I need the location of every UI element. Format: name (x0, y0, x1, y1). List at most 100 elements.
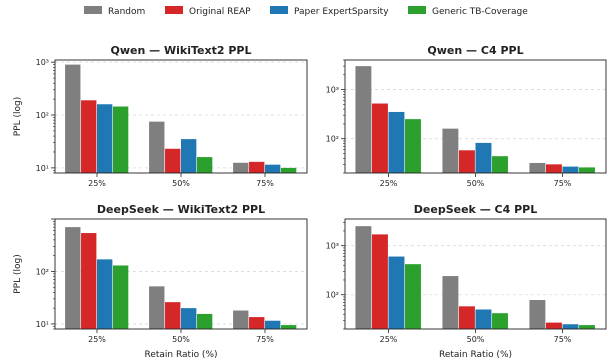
bar-random-25 (355, 226, 372, 329)
y-axis-label: PPL (log) (13, 97, 23, 136)
bar-original-reap-25 (371, 103, 388, 173)
x-tick-label: 50% (467, 335, 485, 344)
bar-paper-expertsparsity-75 (562, 166, 579, 173)
legend-swatch-original-reap (165, 6, 183, 14)
legend-entry-random: Random (84, 6, 145, 17)
bar-generic-tb-coverage-75 (280, 167, 297, 173)
x-tick-label: 75% (554, 179, 572, 188)
x-tick-label: 50% (172, 179, 190, 188)
legend-entry-original-reap: Original REAP (165, 6, 251, 17)
bar-generic-tb-coverage-25 (112, 106, 129, 173)
bar-original-reap-50 (458, 306, 475, 329)
panel-qwen-wikitext2-ppl: Qwen — WikiText2 PPL 10¹ 10² 10³ 25% 50% 75% PP… (13, 44, 308, 188)
x-tick-label: 75% (256, 179, 274, 188)
legend-label-original-reap: Original REAP (189, 7, 251, 17)
x-tick-label: 25% (380, 179, 398, 188)
bar-original-reap-75 (545, 322, 562, 329)
bar-generic-tb-coverage-50 (492, 313, 508, 329)
x-tick-label: 50% (172, 335, 190, 344)
panel-qwen-c4-ppl: Qwen — C4 PPL 10² 10³ 25% 50% 75% (326, 44, 607, 188)
panel-deepseek-c4-ppl: DeepSeek — C4 PPL 10² 10³ 25% 50% 75% Retain R… (326, 203, 607, 360)
x-axis-label: Retain Ratio (%) (439, 350, 512, 360)
panel-title: Qwen — C4 PPL (427, 44, 523, 57)
axes-frame (344, 218, 607, 330)
bar-random-75 (233, 310, 249, 329)
bar-paper-expertsparsity-50 (475, 309, 492, 329)
bar-generic-tb-coverage-50 (196, 313, 213, 329)
x-tick-label: 50% (467, 179, 485, 188)
legend-swatch-generic-tb-coverage (408, 6, 426, 14)
x-tick-label: 25% (380, 335, 398, 344)
bar-original-reap-75 (249, 317, 265, 329)
bar-generic-tb-coverage-75 (280, 325, 297, 329)
y-tick-label: 10² (326, 135, 339, 144)
axes-frame (54, 218, 308, 330)
bar-random-25 (355, 66, 372, 173)
x-tick-label: 25% (88, 335, 106, 344)
y-tick-label: 10¹ (36, 320, 49, 329)
bar-paper-expertsparsity-25 (97, 259, 113, 329)
bar-original-reap-50 (165, 302, 181, 329)
bar-original-reap-25 (371, 234, 388, 329)
legend-label-generic-tb-coverage: Generic TB-Coverage (432, 7, 528, 17)
legend: Random Original REAP Paper ExpertSparsit… (84, 6, 528, 17)
bar-generic-tb-coverage-25 (405, 119, 421, 173)
x-axis-label: Retain Ratio (%) (144, 350, 217, 360)
bar-paper-expertsparsity-25 (388, 256, 405, 329)
bar-random-50 (149, 286, 165, 329)
y-tick-label: 10³ (326, 242, 339, 251)
x-tick-label: 75% (256, 335, 274, 344)
bar-random-75 (529, 162, 546, 173)
bar-generic-tb-coverage-75 (579, 167, 595, 173)
bar-random-75 (529, 300, 546, 329)
bar-original-reap-50 (165, 148, 181, 173)
bar-paper-expertsparsity-50 (181, 139, 197, 173)
bar-generic-tb-coverage-50 (492, 156, 508, 173)
y-tick-label: 10³ (326, 86, 339, 95)
panels: Qwen — WikiText2 PPL 10¹ 10² 10³ 25% 50% 75% PP… (13, 44, 607, 360)
bar-random-50 (442, 276, 459, 329)
legend-label-paper-expertsparsity: Paper ExpertSparsity (294, 7, 389, 17)
y-tick-label: 10² (326, 291, 339, 300)
bar-original-reap-50 (458, 150, 475, 173)
legend-label-random: Random (108, 7, 145, 17)
bar-original-reap-75 (249, 161, 265, 173)
panel-title: Qwen — WikiText2 PPL (111, 44, 252, 57)
bar-random-50 (149, 121, 165, 173)
bar-random-25 (65, 64, 81, 173)
y-tick-label: 10² (36, 267, 49, 276)
bar-paper-expertsparsity-75 (562, 324, 579, 329)
bar-generic-tb-coverage-25 (112, 265, 129, 329)
axes-frame (344, 59, 607, 174)
bar-paper-expertsparsity-25 (97, 104, 113, 173)
bar-paper-expertsparsity-50 (475, 142, 492, 173)
panel-title: DeepSeek — WikiText2 PPL (97, 203, 265, 216)
bar-random-75 (233, 162, 249, 173)
y-axis-label: PPL (log) (13, 254, 23, 293)
panel-deepseek-wikitext2-ppl: DeepSeek — WikiText2 PPL 10¹ 10² 25% 50% 75% P… (13, 203, 308, 360)
bar-random-25 (65, 227, 81, 329)
bar-paper-expertsparsity-50 (181, 308, 197, 329)
legend-entry-generic-tb-coverage: Generic TB-Coverage (408, 6, 528, 17)
bar-original-reap-25 (81, 100, 97, 173)
y-tick-label: 10¹ (36, 164, 49, 173)
y-tick-label: 10³ (36, 58, 49, 67)
legend-swatch-paper-expertsparsity (270, 6, 288, 14)
axes-frame (54, 59, 308, 174)
bar-original-reap-25 (81, 233, 97, 329)
x-tick-label: 75% (554, 335, 572, 344)
panel-title: DeepSeek — C4 PPL (414, 203, 537, 216)
bar-original-reap-75 (545, 164, 562, 173)
y-tick-label: 10² (36, 111, 49, 120)
bar-generic-tb-coverage-75 (579, 325, 595, 329)
bar-paper-expertsparsity-25 (388, 111, 405, 173)
legend-entry-paper-expertsparsity: Paper ExpertSparsity (270, 6, 389, 17)
legend-swatch-random (84, 6, 102, 14)
bar-paper-expertsparsity-75 (265, 320, 281, 329)
bar-random-50 (442, 128, 459, 173)
bar-generic-tb-coverage-50 (196, 157, 213, 173)
bar-generic-tb-coverage-25 (405, 264, 421, 329)
bar-paper-expertsparsity-75 (265, 164, 281, 173)
x-tick-label: 25% (88, 179, 106, 188)
